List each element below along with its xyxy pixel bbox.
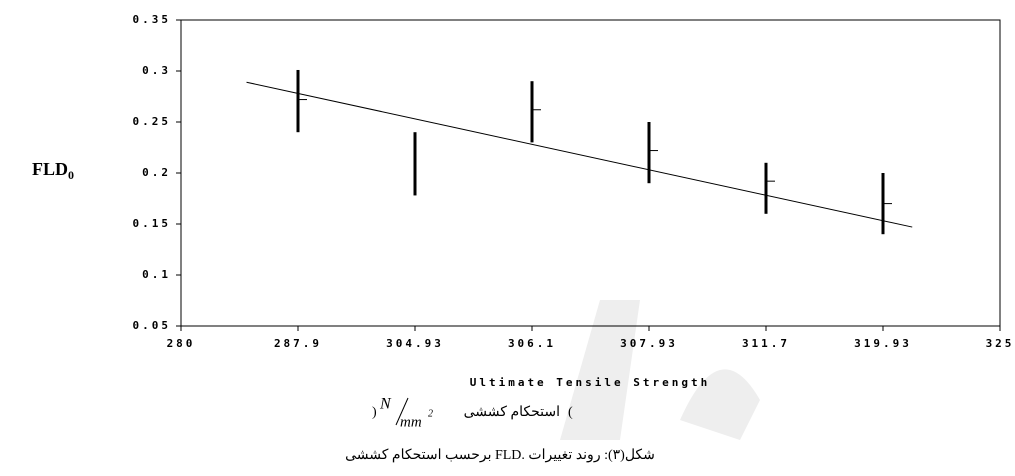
y-label-sub: 0: [68, 168, 74, 182]
y-tick-label: 0.25: [133, 115, 172, 128]
unit-slash: [395, 397, 409, 426]
y-label-main: FLD: [32, 159, 68, 179]
x-tick-label: 311.7: [742, 337, 790, 350]
caption: شکل(۳): روند تغییرات .FLD برحسب استحکام …: [345, 448, 655, 463]
x-tick-label: 280: [167, 337, 196, 350]
plot-frame: [180, 19, 1001, 327]
trend-line: [246, 81, 913, 228]
y-tick-label: 0.15: [133, 217, 172, 230]
x-tick-label: 319.93: [854, 337, 912, 350]
x-tick-label: 287.9: [274, 337, 322, 350]
unit-close: ): [372, 405, 377, 420]
y-tick-label: 0.1: [142, 268, 171, 281]
x-tick-label: 325: [986, 337, 1015, 350]
y-tick-label: 0.35: [133, 13, 172, 26]
unit-exponent: 2: [428, 408, 433, 419]
x-axis-label-fa: استحکام کششی: [464, 405, 560, 420]
x-axis-label: Ultimate Tensile Strength: [470, 376, 711, 389]
watermark: [560, 300, 760, 440]
x-tick-label: 306.1: [508, 337, 556, 350]
x-tick-label: 304.93: [386, 337, 444, 350]
unit-numerator: N: [379, 396, 392, 413]
y-tick-label: 0.05: [133, 319, 172, 332]
y-tick-label: 0.2: [142, 166, 171, 179]
unit-open: (: [568, 405, 573, 420]
x-tick-label: 307.93: [620, 337, 678, 350]
unit-denominator: mm: [400, 414, 422, 430]
y-axis-label: FLD0: [32, 159, 74, 182]
y-tick-label: 0.3: [142, 64, 171, 77]
